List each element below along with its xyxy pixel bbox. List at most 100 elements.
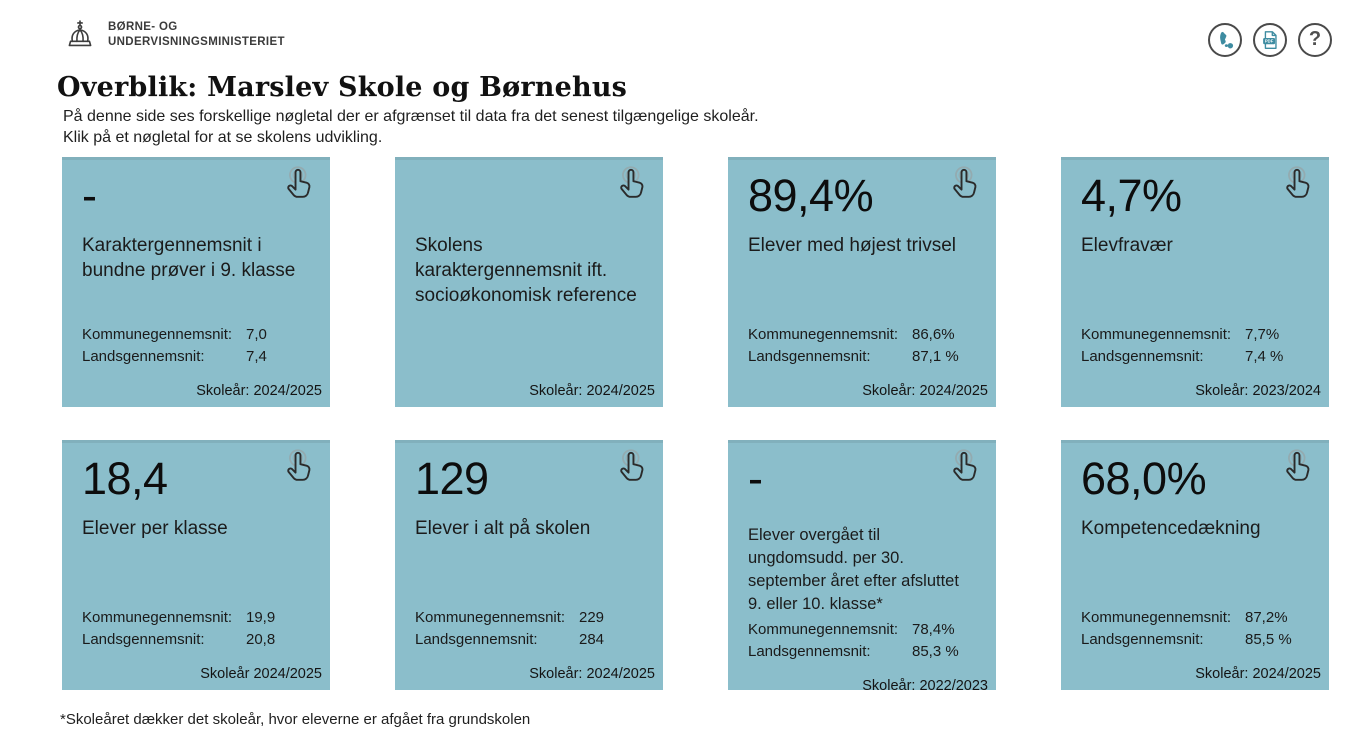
kpi-title: Elevfravær bbox=[1081, 234, 1173, 256]
tile-spacer bbox=[82, 283, 310, 321]
kpi-school-year: Skoleår: 2024/2025 bbox=[1195, 665, 1321, 682]
kpi-value: - bbox=[82, 169, 97, 221]
tile-spacer bbox=[1081, 258, 1309, 321]
stat-value: 284 bbox=[579, 631, 605, 649]
tap-hand-icon bbox=[287, 448, 311, 481]
page-title: Overblik: Marslev Skole og Børnehus bbox=[57, 72, 628, 103]
stat-value: 7,4 bbox=[246, 348, 267, 366]
stat-value: 7,7% bbox=[1245, 325, 1280, 343]
stat-label: Kommunegennemsnit: bbox=[748, 325, 899, 343]
stat-label: Landsgennemsnit: bbox=[1081, 631, 1204, 649]
svg-text:PDF: PDF bbox=[1265, 39, 1274, 44]
tap-hand-icon bbox=[1286, 448, 1310, 481]
kpi-stats: Kommunegennemsnit: 7,0 Landsgennemsnit: 7,4 bbox=[82, 321, 310, 372]
kpi-stat-row: Kommunegennemsnit: 7,7% bbox=[1081, 325, 1309, 344]
pdf-icon: PDF bbox=[1259, 29, 1281, 51]
kpi-value: 18,4 bbox=[82, 452, 168, 504]
kpi-grid: - Karaktergennemsnit i bundne prøver i 9… bbox=[62, 156, 1360, 694]
kpi-stat-row: Landsgennemsnit: 87,1 % bbox=[748, 349, 976, 366]
kpi-stat-row: Kommunegennemsnit: 229 bbox=[415, 608, 643, 627]
stat-label: Landsgennemsnit: bbox=[1081, 348, 1204, 366]
stat-value: 87,2% bbox=[1245, 608, 1288, 626]
kpi-school-year: Skoleår: 2023/2024 bbox=[1195, 382, 1321, 399]
kpi-value bbox=[415, 171, 643, 227]
intro-line-1: På denne side ses forskellige nøgletal d… bbox=[63, 108, 759, 125]
tap-hand-icon bbox=[620, 448, 644, 481]
stat-value: 87,1 % bbox=[912, 348, 959, 366]
question-mark-icon: ? bbox=[1308, 28, 1322, 50]
pdf-export-button[interactable]: PDF bbox=[1253, 23, 1287, 57]
crown-icon bbox=[62, 18, 98, 52]
kpi-stat-row: Landsgennemsnit: 85,5 % bbox=[1081, 632, 1309, 649]
stat-label: Landsgennemsnit: bbox=[415, 631, 538, 649]
kpi-school-year: Skoleår: 2024/2025 bbox=[529, 665, 655, 682]
kpi-title: Elever per klasse bbox=[82, 517, 228, 539]
kpi-school-year: Skoleår 2024/2025 bbox=[200, 665, 322, 682]
kpi-title: Elever overgået til ungdomsudd. per 30. … bbox=[748, 525, 959, 613]
stat-value: 19,9 bbox=[246, 608, 276, 626]
stat-label: Kommunegennemsnit: bbox=[82, 325, 233, 343]
denmark-map-icon bbox=[1214, 29, 1236, 51]
kpi-tile[interactable]: Skolens karaktergennemsnit ift. socioøko… bbox=[395, 156, 663, 407]
kpi-title: Elever med højest trivsel bbox=[748, 234, 957, 256]
kpi-stats: Kommunegennemsnit: 87,2% Landsgennemsnit: 8… bbox=[1081, 604, 1309, 655]
tile-spacer bbox=[748, 258, 976, 321]
kpi-title: Elever i alt på skolen bbox=[415, 517, 591, 539]
stat-value: 7,0 bbox=[246, 325, 267, 343]
help-button[interactable]: ? bbox=[1298, 23, 1332, 57]
kpi-stats: Kommunegennemsnit: 19,9 Landsgennemsnit: 20… bbox=[82, 604, 310, 655]
kpi-school-year: Skoleår: 2024/2025 bbox=[862, 382, 988, 399]
kpi-title: Skolens karaktergennemsnit ift. socioøko… bbox=[415, 234, 637, 306]
tap-hand-icon bbox=[953, 165, 977, 198]
stat-label: Kommunegennemsnit: bbox=[1081, 608, 1232, 626]
kpi-value: 68,0% bbox=[1081, 452, 1207, 504]
kpi-tile[interactable]: - Elever overgået til ungdomsudd. per 30… bbox=[728, 439, 996, 694]
tap-hand-icon bbox=[1286, 165, 1310, 198]
kpi-school-year: Skoleår: 2022/2023 bbox=[862, 677, 988, 694]
kpi-tile[interactable]: 129 Elever i alt på skolen Kommunegennem… bbox=[395, 439, 663, 690]
denmark-map-button[interactable] bbox=[1208, 23, 1242, 57]
kpi-stat-row: Kommunegennemsnit: 7,0 bbox=[82, 325, 310, 344]
stat-label: Kommunegennemsnit: bbox=[1081, 325, 1232, 343]
stat-label: Landsgennemsnit: bbox=[748, 643, 871, 661]
kpi-tile[interactable]: 18,4 Elever per klasse Kommunegennemsnit… bbox=[62, 439, 330, 690]
page-intro: På denne side ses forskellige nøgletal d… bbox=[63, 107, 1360, 149]
tile-spacer bbox=[1081, 541, 1309, 604]
intro-line-2: Klik på et nøgletal for at se skolens ud… bbox=[63, 128, 383, 146]
stat-label: Landsgennemsnit: bbox=[748, 348, 871, 366]
kpi-stats: Kommunegennemsnit: 7,7% Landsgennemsnit: 7,… bbox=[1081, 321, 1309, 372]
stat-value: 86,6% bbox=[912, 325, 955, 343]
top-bar: BØRNE- OG UNDERVISNINGSMINISTERIET PDF bbox=[0, 0, 1360, 58]
stat-value: 85,5 % bbox=[1245, 631, 1292, 649]
kpi-title: Karaktergennemsnit i bundne prøver i 9. … bbox=[82, 234, 296, 281]
footnote: *Skoleåret dækker det skoleår, hvor elev… bbox=[60, 710, 531, 728]
tap-hand-icon bbox=[953, 448, 977, 481]
kpi-stat-row: Kommunegennemsnit: 78,4% bbox=[748, 620, 976, 639]
kpi-school-year: Skoleår: 2024/2025 bbox=[196, 382, 322, 399]
tap-hand-icon bbox=[287, 165, 311, 198]
kpi-value: 4,7% bbox=[1081, 169, 1182, 221]
kpi-stat-row: Landsgennemsnit: 284 bbox=[415, 632, 643, 649]
ministry-logo: BØRNE- OG UNDERVISNINGSMINISTERIET bbox=[62, 18, 285, 52]
stat-value: 20,8 bbox=[246, 631, 276, 649]
kpi-stat-row: Landsgennemsnit: 7,4 % bbox=[1081, 349, 1309, 366]
kpi-school-year: Skoleår: 2024/2025 bbox=[529, 382, 655, 399]
stat-label: Kommunegennemsnit: bbox=[748, 620, 899, 638]
ministry-logo-text: BØRNE- OG UNDERVISNINGSMINISTERIET bbox=[108, 21, 285, 48]
kpi-stat-row: Kommunegennemsnit: 19,9 bbox=[82, 608, 310, 627]
kpi-stats: Kommunegennemsnit: 78,4% Landsgennemsnit: 8… bbox=[748, 616, 976, 667]
kpi-value: - bbox=[748, 452, 763, 504]
kpi-stat-row: Kommunegennemsnit: 86,6% bbox=[748, 325, 976, 344]
kpi-tile[interactable]: 68,0% Kompetencedækning Kommunegennemsni… bbox=[1061, 439, 1329, 690]
kpi-stat-row: Kommunegennemsnit: 87,2% bbox=[1081, 608, 1309, 627]
kpi-tile[interactable]: 4,7% Elevfravær Kommunegennemsnit: 7,7% La… bbox=[1061, 156, 1329, 407]
stat-value: 7,4 % bbox=[1245, 348, 1284, 366]
kpi-tile[interactable]: - Karaktergennemsnit i bundne prøver i 9… bbox=[62, 156, 330, 407]
stat-value: 229 bbox=[579, 608, 605, 626]
kpi-stat-row: Landsgennemsnit: 85,3 % bbox=[748, 644, 976, 661]
tap-hand-icon bbox=[620, 165, 644, 198]
kpi-value: 129 bbox=[415, 452, 489, 504]
kpi-value: 89,4% bbox=[748, 169, 874, 221]
tile-spacer bbox=[415, 541, 643, 604]
kpi-tile[interactable]: 89,4% Elever med højest trivsel Kommuneg… bbox=[728, 156, 996, 407]
